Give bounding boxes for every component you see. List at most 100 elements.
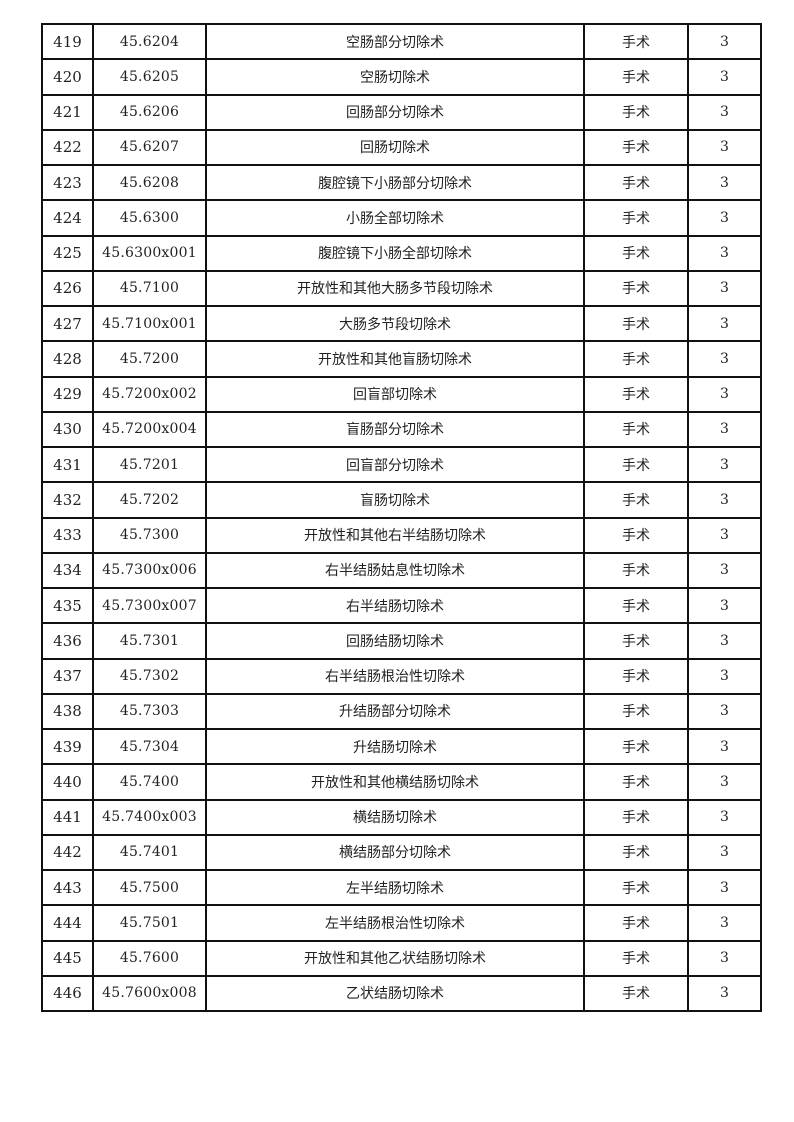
row-number-cell: 422 (41, 128, 94, 167)
procedure-type-cell: 手术 (583, 516, 689, 554)
procedure-name-cell: 回盲部切除术 (205, 375, 585, 413)
procedure-name-cell: 右半结肠根治性切除术 (205, 657, 585, 695)
procedure-code-cell: 45.7201 (92, 445, 207, 484)
procedure-code-cell: 45.6206 (92, 93, 207, 131)
table-row: 423 45.6208 腹腔镜下小肠部分切除术 手术 3 (41, 163, 762, 202)
procedure-code-cell: 45.7304 (92, 727, 207, 766)
procedure-level-cell: 3 (687, 58, 762, 96)
table-row: 438 45.7303 升结肠部分切除术 手术 3 (41, 692, 762, 731)
procedure-level-cell: 3 (687, 304, 762, 343)
procedure-type-cell: 手术 (583, 199, 689, 237)
table-row: 429 45.7200x002 回盲部切除术 手术 3 (41, 375, 762, 413)
row-number-cell: 428 (41, 340, 94, 378)
row-number-cell: 445 (41, 939, 94, 977)
procedure-code-cell: 45.7302 (92, 657, 207, 695)
procedure-type-cell: 手术 (583, 939, 689, 977)
table-row: 435 45.7300x007 右半结肠切除术 手术 3 (41, 586, 762, 625)
row-number-cell: 429 (41, 375, 94, 413)
procedure-type-cell: 手术 (583, 93, 689, 131)
procedure-table-body: 419 45.6204 空肠部分切除术 手术 3 420 45.6205 空肠切除术 手术 3 42… (41, 22, 762, 1013)
procedure-type-cell: 手术 (583, 622, 689, 660)
row-number-cell: 423 (41, 163, 94, 202)
procedure-code-cell: 45.6208 (92, 163, 207, 202)
table-row: 442 45.7401 横结肠部分切除术 手术 3 (41, 833, 762, 872)
procedure-name-cell: 开放性和其他盲肠切除术 (205, 340, 585, 378)
procedure-level-cell: 3 (687, 269, 762, 308)
procedure-code-cell: 45.6207 (92, 128, 207, 167)
table-row: 439 45.7304 升结肠切除术 手术 3 (41, 727, 762, 766)
table-row: 425 45.6300x001 腹腔镜下小肠全部切除术 手术 3 (41, 234, 762, 272)
procedure-code-cell: 45.7600x008 (92, 974, 207, 1013)
table-row: 420 45.6205 空肠切除术 手术 3 (41, 58, 762, 96)
procedure-code-cell: 45.7400x003 (92, 798, 207, 836)
procedure-type-cell: 手术 (583, 974, 689, 1013)
procedure-name-cell: 回肠部分切除术 (205, 93, 585, 131)
row-number-cell: 441 (41, 798, 94, 836)
procedure-name-cell: 升结肠切除术 (205, 727, 585, 766)
procedure-code-cell: 45.7100x001 (92, 304, 207, 343)
table-row: 426 45.7100 开放性和其他大肠多节段切除术 手术 3 (41, 269, 762, 308)
table-row: 422 45.6207 回肠切除术 手术 3 (41, 128, 762, 167)
procedure-code-cell: 45.7300x006 (92, 551, 207, 590)
procedure-code-cell: 45.7301 (92, 622, 207, 660)
procedure-type-cell: 手术 (583, 234, 689, 272)
table-row: 446 45.7600x008 乙状结肠切除术 手术 3 (41, 974, 762, 1013)
procedure-level-cell: 3 (687, 234, 762, 272)
procedure-level-cell: 3 (687, 974, 762, 1013)
procedure-level-cell: 3 (687, 199, 762, 237)
procedure-code-cell: 45.6204 (92, 22, 207, 61)
procedure-code-cell: 45.7300 (92, 516, 207, 554)
procedure-code-cell: 45.6300x001 (92, 234, 207, 272)
procedure-type-cell: 手术 (583, 868, 689, 907)
table-row: 433 45.7300 开放性和其他右半结肠切除术 手术 3 (41, 516, 762, 554)
procedure-type-cell: 手术 (583, 58, 689, 96)
table-row: 437 45.7302 右半结肠根治性切除术 手术 3 (41, 657, 762, 695)
procedure-code-cell: 45.7500 (92, 868, 207, 907)
procedure-type-cell: 手术 (583, 375, 689, 413)
procedure-level-cell: 3 (687, 833, 762, 872)
row-number-cell: 434 (41, 551, 94, 590)
row-number-cell: 420 (41, 58, 94, 96)
row-number-cell: 438 (41, 692, 94, 731)
procedure-level-cell: 3 (687, 622, 762, 660)
procedure-level-cell: 3 (687, 868, 762, 907)
procedure-code-cell: 45.7303 (92, 692, 207, 731)
procedure-type-cell: 手术 (583, 904, 689, 942)
row-number-cell: 419 (41, 22, 94, 61)
procedure-level-cell: 3 (687, 481, 762, 519)
procedure-name-cell: 开放性和其他乙状结肠切除术 (205, 939, 585, 977)
table-row: 444 45.7501 左半结肠根治性切除术 手术 3 (41, 904, 762, 942)
procedure-level-cell: 3 (687, 657, 762, 695)
procedure-name-cell: 回肠切除术 (205, 128, 585, 167)
procedure-code-cell: 45.7200x004 (92, 410, 207, 449)
procedure-code-cell: 45.7200 (92, 340, 207, 378)
procedure-level-cell: 3 (687, 727, 762, 766)
procedure-type-cell: 手术 (583, 410, 689, 449)
procedure-level-cell: 3 (687, 375, 762, 413)
row-number-cell: 443 (41, 868, 94, 907)
procedure-name-cell: 空肠部分切除术 (205, 22, 585, 61)
row-number-cell: 439 (41, 727, 94, 766)
table-row: 431 45.7201 回盲部分切除术 手术 3 (41, 445, 762, 484)
procedure-name-cell: 回盲部分切除术 (205, 445, 585, 484)
row-number-cell: 436 (41, 622, 94, 660)
procedure-code-cell: 45.7100 (92, 269, 207, 308)
procedure-name-cell: 开放性和其他横结肠切除术 (205, 763, 585, 801)
procedure-type-cell: 手术 (583, 304, 689, 343)
procedure-name-cell: 空肠切除术 (205, 58, 585, 96)
procedure-type-cell: 手术 (583, 551, 689, 590)
procedure-name-cell: 开放性和其他右半结肠切除术 (205, 516, 585, 554)
procedure-name-cell: 盲肠切除术 (205, 481, 585, 519)
row-number-cell: 425 (41, 234, 94, 272)
procedure-name-cell: 回肠结肠切除术 (205, 622, 585, 660)
procedure-name-cell: 横结肠部分切除术 (205, 833, 585, 872)
procedure-type-cell: 手术 (583, 22, 689, 61)
procedure-type-cell: 手术 (583, 586, 689, 625)
procedure-level-cell: 3 (687, 22, 762, 61)
procedure-type-cell: 手术 (583, 481, 689, 519)
procedure-name-cell: 升结肠部分切除术 (205, 692, 585, 731)
procedure-level-cell: 3 (687, 93, 762, 131)
row-number-cell: 421 (41, 93, 94, 131)
procedure-type-cell: 手术 (583, 692, 689, 731)
table-row: 430 45.7200x004 盲肠部分切除术 手术 3 (41, 410, 762, 449)
